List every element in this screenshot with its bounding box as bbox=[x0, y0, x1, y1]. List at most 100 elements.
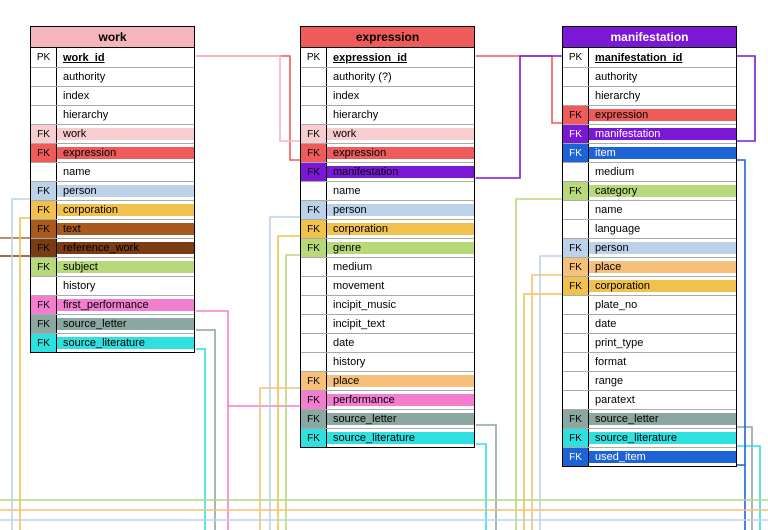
field-name: format bbox=[589, 356, 736, 368]
table-row: FKwork bbox=[301, 124, 474, 143]
key-cell: FK bbox=[31, 182, 57, 200]
field-name: authority bbox=[589, 71, 736, 83]
table-row: FKplace bbox=[301, 371, 474, 390]
key-cell: FK bbox=[563, 106, 589, 124]
field-name: work bbox=[327, 128, 474, 140]
key-cell bbox=[301, 353, 327, 371]
key-cell: FK bbox=[301, 239, 327, 257]
field-name: index bbox=[57, 90, 194, 102]
field-name: expression bbox=[589, 109, 736, 121]
field-name: incipit_text bbox=[327, 318, 474, 330]
field-name: performance bbox=[327, 394, 474, 406]
table-row: FKcorporation bbox=[563, 276, 736, 295]
field-name: first_performance bbox=[57, 299, 194, 311]
key-cell bbox=[563, 334, 589, 352]
table-expression: expressionPKexpression_idauthority (?)in… bbox=[300, 26, 475, 448]
table-row: FKperson bbox=[31, 181, 194, 200]
key-cell bbox=[563, 220, 589, 238]
table-row: FKexpression bbox=[301, 143, 474, 162]
key-cell bbox=[301, 68, 327, 86]
field-name: person bbox=[57, 185, 194, 197]
table-row: FKsource_letter bbox=[31, 314, 194, 333]
key-cell: FK bbox=[301, 372, 327, 390]
key-cell: FK bbox=[301, 201, 327, 219]
key-cell: FK bbox=[563, 448, 589, 466]
key-cell: FK bbox=[563, 410, 589, 428]
table-row: FKexpression bbox=[563, 105, 736, 124]
table-row: format bbox=[563, 352, 736, 371]
table-row: date bbox=[301, 333, 474, 352]
key-cell: FK bbox=[563, 182, 589, 200]
table-row: FKcorporation bbox=[301, 219, 474, 238]
table-row: history bbox=[31, 276, 194, 295]
table-row: FKperson bbox=[563, 238, 736, 257]
table-row: authority (?) bbox=[301, 67, 474, 86]
key-cell: FK bbox=[301, 163, 327, 181]
table-row: range bbox=[563, 371, 736, 390]
field-name: person bbox=[589, 242, 736, 254]
field-name: authority bbox=[57, 71, 194, 83]
table-row: print_type bbox=[563, 333, 736, 352]
key-cell bbox=[563, 87, 589, 105]
key-cell: FK bbox=[31, 144, 57, 162]
key-cell bbox=[563, 315, 589, 333]
field-name: expression bbox=[327, 147, 474, 159]
table-row: PKexpression_id bbox=[301, 48, 474, 67]
table-row: FKperson bbox=[301, 200, 474, 219]
field-name: paratext bbox=[589, 394, 736, 406]
key-cell bbox=[563, 372, 589, 390]
field-name: expression_id bbox=[327, 52, 474, 64]
field-name: name bbox=[589, 204, 736, 216]
field-name: reference_work bbox=[57, 242, 194, 254]
key-cell: FK bbox=[31, 201, 57, 219]
key-cell: FK bbox=[563, 277, 589, 295]
field-name: history bbox=[327, 356, 474, 368]
key-cell: FK bbox=[301, 410, 327, 428]
key-cell bbox=[563, 201, 589, 219]
key-cell: PK bbox=[31, 48, 57, 67]
key-cell: FK bbox=[31, 220, 57, 238]
table-row: FKgenre bbox=[301, 238, 474, 257]
key-cell: FK bbox=[31, 296, 57, 314]
table-row: FKcategory bbox=[563, 181, 736, 200]
key-cell: FK bbox=[563, 125, 589, 143]
table-row: index bbox=[301, 86, 474, 105]
table-row: FKmanifestation bbox=[563, 124, 736, 143]
table-row: hierarchy bbox=[301, 105, 474, 124]
field-name: person bbox=[327, 204, 474, 216]
table-row: FKsource_letter bbox=[563, 409, 736, 428]
table-manifestation: manifestationPKmanifestation_idauthority… bbox=[562, 26, 737, 467]
field-name: plate_no bbox=[589, 299, 736, 311]
table-row: index bbox=[31, 86, 194, 105]
key-cell bbox=[563, 391, 589, 409]
key-cell: FK bbox=[563, 258, 589, 276]
table-row: PKwork_id bbox=[31, 48, 194, 67]
field-name: corporation bbox=[327, 223, 474, 235]
key-cell: PK bbox=[563, 48, 589, 67]
key-cell: FK bbox=[563, 429, 589, 447]
field-name: genre bbox=[327, 242, 474, 254]
table-row: FKsource_literature bbox=[301, 428, 474, 447]
key-cell bbox=[301, 334, 327, 352]
field-name: work bbox=[57, 128, 194, 140]
field-name: source_letter bbox=[589, 413, 736, 425]
table-row: FKused_item bbox=[563, 447, 736, 466]
table-row: FKsource_letter bbox=[301, 409, 474, 428]
field-name: source_literature bbox=[57, 337, 194, 349]
table-row: FKitem bbox=[563, 143, 736, 162]
table-header: expression bbox=[301, 27, 474, 48]
key-cell: FK bbox=[301, 391, 327, 409]
field-name: text bbox=[57, 223, 194, 235]
field-name: manifestation bbox=[589, 128, 736, 140]
table-row: FKcorporation bbox=[31, 200, 194, 219]
table-row: name bbox=[31, 162, 194, 181]
key-cell: FK bbox=[301, 144, 327, 162]
key-cell: FK bbox=[31, 315, 57, 333]
table-row: plate_no bbox=[563, 295, 736, 314]
key-cell: FK bbox=[301, 220, 327, 238]
table-row: authority bbox=[563, 67, 736, 86]
table-header: manifestation bbox=[563, 27, 736, 48]
table-row: date bbox=[563, 314, 736, 333]
table-row: FKsubject bbox=[31, 257, 194, 276]
key-cell bbox=[31, 68, 57, 86]
